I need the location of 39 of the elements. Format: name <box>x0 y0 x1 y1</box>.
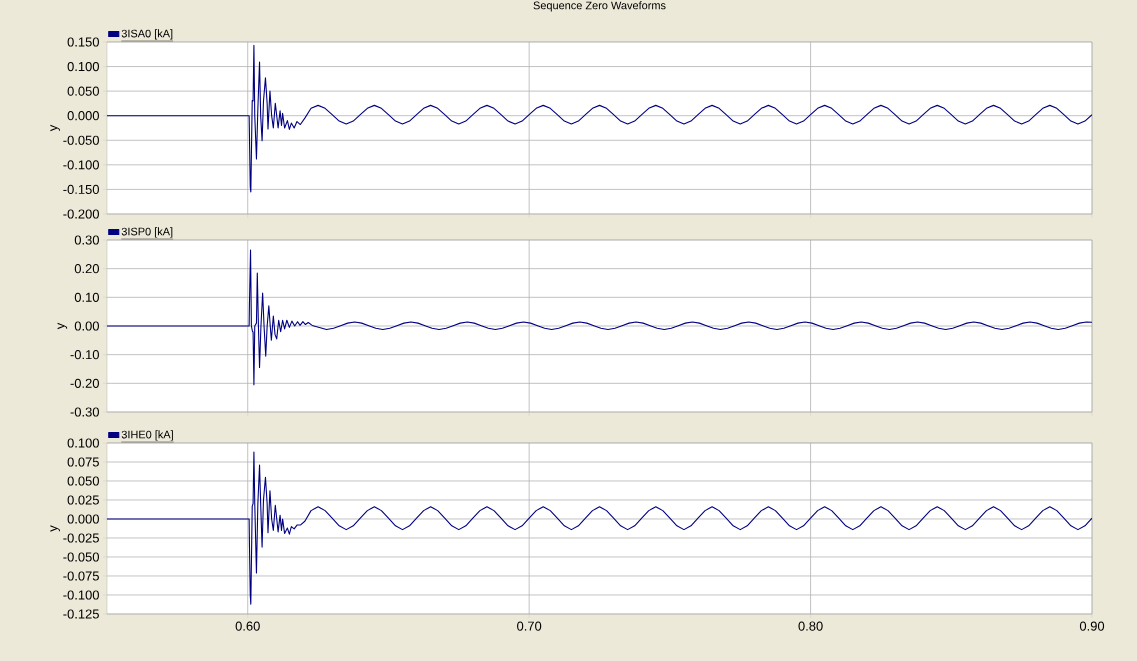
y-tick-label: 0.050 <box>67 86 99 96</box>
line-series <box>107 249 1093 386</box>
line-series <box>107 451 1093 605</box>
x-tick-label: 0.90 <box>1079 621 1105 631</box>
y-tick-label: 0.30 <box>74 235 99 245</box>
line-series <box>107 44 1093 193</box>
legend-label: 3ISP0 [kA] <box>121 227 173 238</box>
y-tick-label: 0.150 <box>67 37 99 47</box>
y-tick-label: -0.150 <box>63 184 99 194</box>
y-tick-label: 0.100 <box>67 438 99 448</box>
y-axis-title: y <box>50 525 60 532</box>
y-tick-label: -0.10 <box>70 350 99 360</box>
y-tick-label: 0.100 <box>67 61 99 72</box>
y-tick-label: -0.075 <box>63 571 99 581</box>
y-tick-label: 0.050 <box>67 476 99 486</box>
y-tick-label: 0.025 <box>67 495 99 505</box>
x-tick-label: 0.80 <box>798 621 823 631</box>
legend-label: 3IHE0 [kA] <box>121 430 173 441</box>
y-tick-label: -0.050 <box>63 135 99 145</box>
y-tick-label: -0.125 <box>63 609 99 619</box>
y-tick-label: -0.025 <box>63 533 99 543</box>
y-tick-label: -0.200 <box>63 209 99 219</box>
y-tick-label: -0.100 <box>63 160 99 170</box>
y-tick-label: 0.000 <box>67 514 99 524</box>
y-tick-label: 0.20 <box>74 264 99 274</box>
y-axis-title: y <box>57 322 68 330</box>
y-tick-label: -0.100 <box>63 590 99 600</box>
y-axis-title: y <box>50 124 60 132</box>
chart-title: Sequence Zero Waveforms <box>533 1 666 12</box>
y-tick-label: 0.00 <box>74 321 99 331</box>
y-tick-label: 0.10 <box>74 292 99 302</box>
legend-label: 3ISA0 [kA] <box>121 29 173 40</box>
y-tick-label: -0.30 <box>70 407 99 417</box>
y-tick-label: -0.20 <box>70 378 99 388</box>
y-tick-label: 0.075 <box>67 457 99 467</box>
x-tick-label: 0.60 <box>235 621 260 631</box>
y-tick-label: -0.050 <box>63 552 99 562</box>
y-tick-label: 0.000 <box>67 111 99 121</box>
x-tick-label: 0.70 <box>517 621 542 631</box>
